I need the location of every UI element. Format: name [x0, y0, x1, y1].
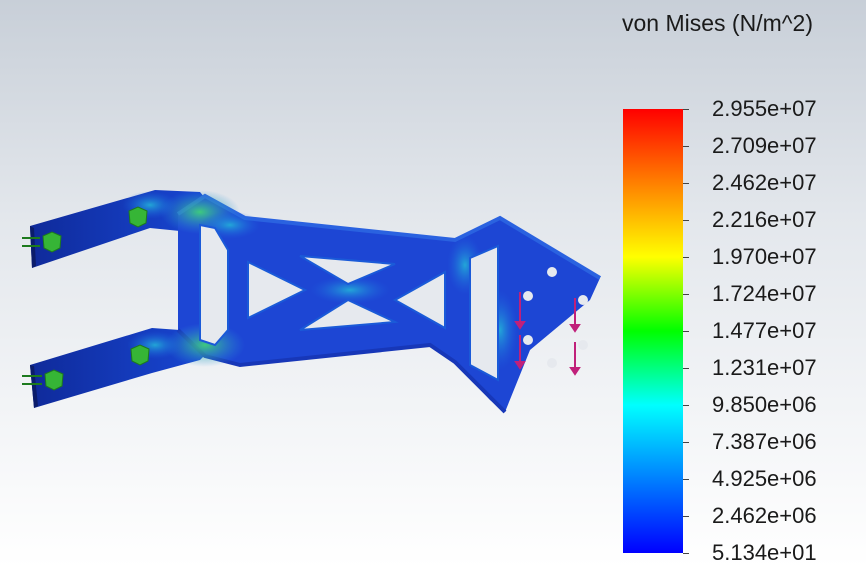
legend-tick-mark — [683, 479, 689, 480]
load-arrows — [514, 292, 581, 376]
load-arrow-icon — [514, 335, 526, 370]
legend-tick-label: 1.724e+07 — [712, 281, 817, 306]
legend-tick-mark — [683, 368, 689, 369]
plate-cutouts — [199, 223, 588, 382]
legend-tick-label: 2.216e+07 — [712, 207, 817, 232]
legend-tick-label: 2.955e+07 — [712, 96, 817, 121]
legend-tick-label: 4.925e+06 — [712, 466, 817, 491]
legend-tick-mark — [683, 516, 689, 517]
legend-tick-mark — [683, 331, 689, 332]
legend-tick-label: 2.462e+07 — [712, 170, 817, 195]
legend-tick-mark — [683, 183, 689, 184]
legend-tick-label: 5.134e+01 — [712, 540, 817, 565]
legend-tick-label: 1.231e+07 — [712, 355, 817, 380]
fixture-marker-icon — [22, 369, 64, 391]
fixture-markers — [22, 206, 150, 391]
legend-tick-mark — [683, 146, 689, 147]
fixture-marker-icon — [22, 231, 62, 253]
legend-tick-label: 7.387e+06 — [712, 429, 817, 454]
load-arrow-icon — [514, 292, 526, 330]
legend-tick-label: 2.462e+06 — [712, 503, 817, 528]
legend-tick-mark — [683, 442, 689, 443]
legend-tick-label: 1.477e+07 — [712, 318, 817, 343]
fixture-marker-icon — [130, 344, 150, 366]
legend-tick-mark — [683, 220, 689, 221]
legend-tick-label: 9.850e+06 — [712, 392, 817, 417]
legend-tick-mark — [683, 257, 689, 258]
load-arrow-icon — [569, 342, 581, 376]
legend-tick-mark — [683, 553, 689, 554]
legend-tick-label: 1.970e+07 — [712, 244, 817, 269]
legend-color-bar — [623, 109, 683, 553]
legend-tick-mark — [683, 294, 689, 295]
legend-tick-mark — [683, 405, 689, 406]
load-arrow-icon — [569, 298, 581, 333]
fixture-marker-icon — [128, 206, 148, 228]
legend-tick-label: 2.709e+07 — [712, 133, 817, 158]
legend-tick-mark — [683, 109, 689, 110]
legend-title: von Mises (N/m^2) — [622, 10, 813, 36]
